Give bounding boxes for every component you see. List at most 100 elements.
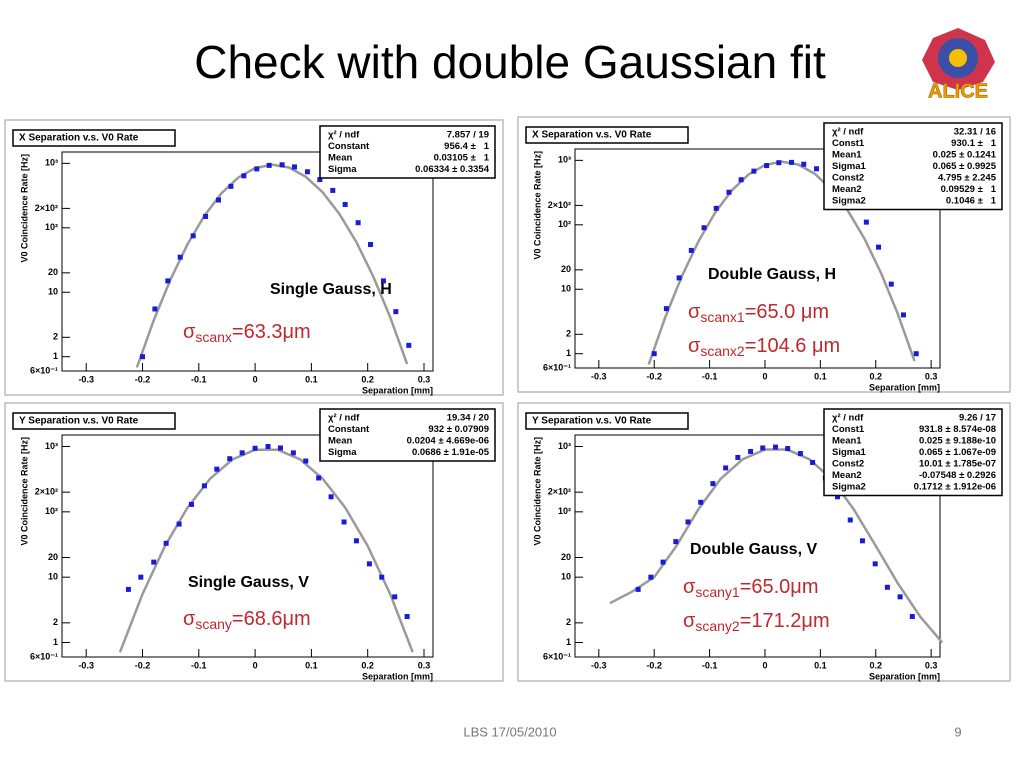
y-axis-label: V0 Coincidence Rate [Hz] (19, 437, 29, 546)
stats-value: 0.06334 ± 0.3354 (415, 164, 490, 175)
stats-name: Sigma1 (832, 161, 867, 172)
x-tick-label: -0.2 (135, 374, 151, 384)
stats-value: 0.09529 ± 1 (941, 184, 997, 195)
y-tick-label: 1 (53, 351, 58, 361)
plot-frame (61, 151, 434, 372)
data-point (279, 162, 285, 168)
data-point (330, 187, 336, 193)
stats-value: 930.1 ± 1 (951, 138, 997, 149)
sigma-text: σscany=68.6μm (183, 608, 311, 631)
data-point (651, 351, 657, 357)
stats-name: χ² / ndf (328, 130, 360, 141)
stats-name: χ² / ndf (328, 413, 360, 424)
y-tick-label: 2 (53, 332, 58, 342)
sigma-sub: scanx1 (700, 309, 745, 325)
data-point (835, 494, 841, 500)
chart-panel: 6×10⁻¹ 1 2 10 20 10² 2×10² 10³ -0.3 -0.2 -0.1 0 0.1 0… (517, 402, 1011, 682)
stats-name: Sigma1 (832, 447, 867, 458)
data-point (366, 561, 372, 567)
sigma-rest: =104.6 μm (745, 335, 840, 357)
x-tick-label: 0.2 (361, 660, 374, 670)
data-point (648, 574, 654, 580)
x-tick-label: 0 (253, 374, 258, 384)
y-tick-label: 6×10⁻¹ (30, 365, 58, 375)
y-axis-label: V0 Coincidence Rate [Hz] (532, 437, 542, 546)
data-point (316, 475, 322, 481)
data-point (254, 166, 260, 172)
stats-name: Const1 (832, 424, 865, 435)
data-point (900, 312, 906, 318)
data-point (404, 614, 410, 620)
sigma-sub: scany (195, 616, 232, 632)
y-tick-label: 10³ (45, 441, 58, 451)
sigma-sub: scanx (195, 329, 232, 345)
data-point (380, 278, 386, 284)
data-point (797, 451, 803, 457)
y-tick-label: 10³ (558, 155, 571, 165)
sigma-sub: scany1 (695, 584, 740, 600)
data-point (698, 499, 704, 505)
stats-value: 932 ± 0.07909 (428, 424, 489, 435)
y-tick-label: 10 (561, 284, 571, 294)
data-point (738, 177, 744, 183)
sigma-text: σscanx1=65.0 μm (688, 301, 829, 324)
y-tick-label: 2 (566, 617, 571, 627)
data-point (635, 586, 641, 592)
sigma-text: σscanx2=104.6 μm (688, 335, 840, 358)
sigma-text: σscany2=171.2μm (683, 610, 830, 633)
hist-title-box (12, 129, 176, 147)
data-point (884, 584, 890, 590)
y-tick-label: 10 (561, 572, 571, 582)
data-point (176, 521, 182, 527)
data-point (190, 233, 196, 239)
y-tick-label: 10³ (45, 158, 58, 168)
data-point (810, 459, 816, 465)
stats-name: Sigma (328, 447, 357, 458)
x-axis-label: Separation [mm] (869, 671, 940, 681)
stats-value: 0.025 ± 0.1241 (933, 150, 997, 161)
x-tick-label: 0.1 (814, 660, 827, 670)
data-point (177, 254, 183, 260)
y-tick-label: 10³ (558, 441, 571, 451)
data-point (785, 446, 791, 452)
stats-name: Const2 (832, 459, 864, 470)
data-point (776, 160, 782, 166)
sigma-sub: scany2 (695, 618, 740, 634)
data-point (392, 594, 398, 600)
hist-title-box (12, 412, 176, 430)
data-point (393, 309, 399, 315)
data-point (751, 168, 757, 174)
sigma-rest: =65.0 μm (745, 301, 829, 323)
sigma-text: σscanx=63.3μm (183, 321, 311, 344)
data-point (341, 519, 347, 525)
stats-value: 0.065 ± 1.067e-09 (919, 447, 996, 458)
y-tick-label: 6×10⁻¹ (30, 651, 58, 661)
data-point (663, 306, 669, 312)
data-point (125, 586, 131, 592)
sigma-rest: =63.3μm (232, 321, 311, 343)
data-point (660, 559, 666, 565)
stats-value: 956.4 ± 1 (444, 141, 490, 152)
data-point (406, 342, 412, 348)
x-tick-label: 0.3 (418, 660, 431, 670)
data-point (735, 454, 741, 460)
x-tick-label: -0.1 (702, 371, 718, 381)
data-point (353, 538, 359, 544)
x-tick-label: -0.2 (646, 371, 662, 381)
data-point (342, 201, 348, 207)
y-tick-label: 10² (45, 506, 58, 516)
data-point (252, 445, 258, 451)
stats-box (823, 408, 1003, 497)
data-point (913, 351, 919, 357)
x-tick-label: 0 (762, 371, 767, 381)
y-tick-label: 2 (566, 329, 571, 339)
x-tick-label: 0.1 (305, 374, 318, 384)
fit-label: Single Gauss, V (188, 574, 309, 591)
data-point (859, 538, 865, 544)
y-tick-label: 2×10² (35, 203, 58, 213)
stats-name: Constant (328, 424, 370, 435)
x-tick-label: -0.3 (591, 371, 607, 381)
stats-name: Sigma2 (832, 482, 866, 493)
stats-value: 4.795 ± 2.245 (938, 173, 997, 184)
